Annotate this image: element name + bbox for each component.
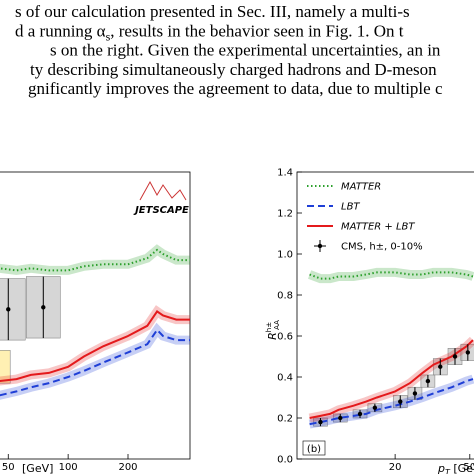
series-line (0, 328, 190, 397)
label-sub: AA (273, 320, 281, 330)
y-tick-label: 0.2 (277, 414, 293, 425)
label-rest: [GeV] (450, 462, 474, 474)
legend-label: MATTER + LBT (341, 222, 415, 233)
data-point (41, 305, 46, 310)
text-span: s of our calculation presented in Sec. I… (15, 2, 410, 21)
y-tick-label: 0.8 (277, 291, 293, 302)
error-box (0, 278, 26, 341)
logo-graphic (139, 180, 187, 201)
text-span: s on the right. Given the experimental u… (50, 41, 441, 60)
series-line (309, 378, 474, 426)
x-tick-label: 50 (2, 462, 15, 473)
data-point (425, 378, 431, 384)
text-span: gnificantly improves the agreement to da… (28, 79, 443, 98)
legend-label: CMS, h±, 0-10% (341, 242, 423, 253)
text-line: s of our calculation presented in Sec. I… (15, 2, 410, 21)
text-span: d a running α (15, 21, 106, 40)
data-point (412, 391, 418, 396)
data-point (6, 307, 11, 312)
data-point (398, 399, 403, 404)
label-sub: T (445, 468, 451, 474)
y-tick-label: 1.0 (277, 250, 293, 261)
panel-frame (296, 171, 474, 460)
text-line: s on the right. Given the experimental u… (50, 41, 441, 60)
y-tick-label: 0.6 (277, 332, 293, 343)
text-span: ty describing simultaneously charged had… (30, 60, 437, 79)
error-box (0, 350, 11, 384)
x-tick-label: 20 (389, 462, 402, 473)
subscript: s (106, 29, 111, 43)
data-point (338, 415, 343, 421)
legend-label: MATTER (341, 182, 381, 193)
data-point (357, 411, 363, 417)
x-axis-label: pT [GeV] (437, 462, 474, 474)
text-line: gnificantly improves the agreement to da… (28, 79, 443, 98)
series-line (309, 339, 474, 419)
x-axis-label: [GeV] (22, 462, 53, 474)
data-point (465, 350, 471, 355)
y-tick-label: 0.4 (277, 373, 293, 384)
data-point (438, 364, 443, 369)
data-point (372, 405, 378, 410)
series-line (309, 271, 474, 280)
panel-label-box (302, 440, 326, 456)
y-tick-label: 0.0 (277, 455, 293, 466)
panel-label: (b) (307, 444, 321, 455)
x-tick-label: 50 (463, 462, 474, 473)
logo-text: JETSCAPE (133, 205, 189, 216)
y-tick-label: 1.2 (277, 209, 293, 220)
text-line: ty describing simultaneously charged had… (30, 60, 437, 79)
x-tick-label: 200 (118, 462, 137, 473)
panel-frame (0, 171, 191, 460)
chart: 50 100 200 JETSCAPE [GeV] (0, 180, 190, 474)
text-line: d a running αs, results in the behavior … (15, 21, 404, 43)
data-point (452, 354, 458, 359)
chart: 20 50 0.0 0.2 0.4 0.6 0.8 1.0 1.2 1.4 pT [GeV] Rh±A… (265, 168, 474, 474)
legend-swatch (317, 243, 323, 249)
data-point (318, 419, 323, 425)
x-tick-label: 100 (59, 462, 78, 473)
label-base: R (266, 332, 279, 340)
text-span: , results in the behavior seen in Fig. 1… (110, 21, 403, 40)
series-line (0, 310, 190, 383)
paragraph: s of our calculation presented in Sec. I… (15, 2, 443, 98)
y-axis-label: Rh±AA (265, 320, 281, 340)
y-tick-label: 1.4 (277, 168, 293, 179)
label-sup: h± (265, 322, 273, 332)
uncertainty-band (0, 244, 190, 275)
legend-label: LBT (341, 202, 360, 213)
label-base: p (437, 462, 445, 474)
